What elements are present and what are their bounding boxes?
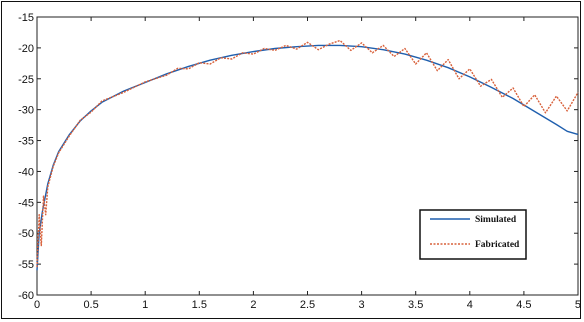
- y-tick-label: -20: [18, 43, 34, 55]
- x-tick-label: 3.5: [408, 299, 423, 311]
- series-lines: [36, 39, 579, 271]
- line-chart: 0 0.5 1 1.5 2 2.5 3 3.5 4 4.5 5 -15 -20 -25 -30 -35 -40 -…: [18, 12, 580, 311]
- x-tick-label: 3: [359, 299, 365, 311]
- y-tick-label: -30: [18, 105, 34, 117]
- x-tick-label: 0.5: [83, 299, 98, 311]
- x-tick-label: 2.5: [300, 299, 315, 311]
- x-tick-label: 2: [250, 299, 256, 311]
- legend-box: [419, 209, 527, 260]
- y-tick-label: -55: [18, 259, 34, 271]
- x-tick-label: 4: [467, 299, 473, 311]
- y-tick-label: -50: [18, 228, 34, 240]
- y-tick-label: -45: [18, 197, 34, 209]
- x-tick-label: 1.5: [192, 299, 207, 311]
- series-line-fabricated: [36, 39, 579, 268]
- y-tick-label: -35: [18, 136, 34, 148]
- y-tick-label: -40: [18, 166, 34, 178]
- x-tick-label: 5: [575, 299, 580, 311]
- x-tick-label: 0: [34, 299, 40, 311]
- y-tick-label: -60: [18, 290, 34, 302]
- axis-ticks: 0 0.5 1 1.5 2 2.5 3 3.5 4 4.5 5 -15 -20 -25 -30 -35 -40 -…: [18, 12, 580, 311]
- legend-label-fabricated: Fabricated: [475, 240, 520, 250]
- legend: Simulated Fabricated: [419, 209, 527, 260]
- x-tick-label: 1: [142, 299, 148, 311]
- legend-label-simulated: Simulated: [475, 215, 517, 225]
- x-tick-label: 4.5: [516, 299, 531, 311]
- y-tick-label: -15: [18, 12, 34, 24]
- y-tick-label: -25: [18, 74, 34, 86]
